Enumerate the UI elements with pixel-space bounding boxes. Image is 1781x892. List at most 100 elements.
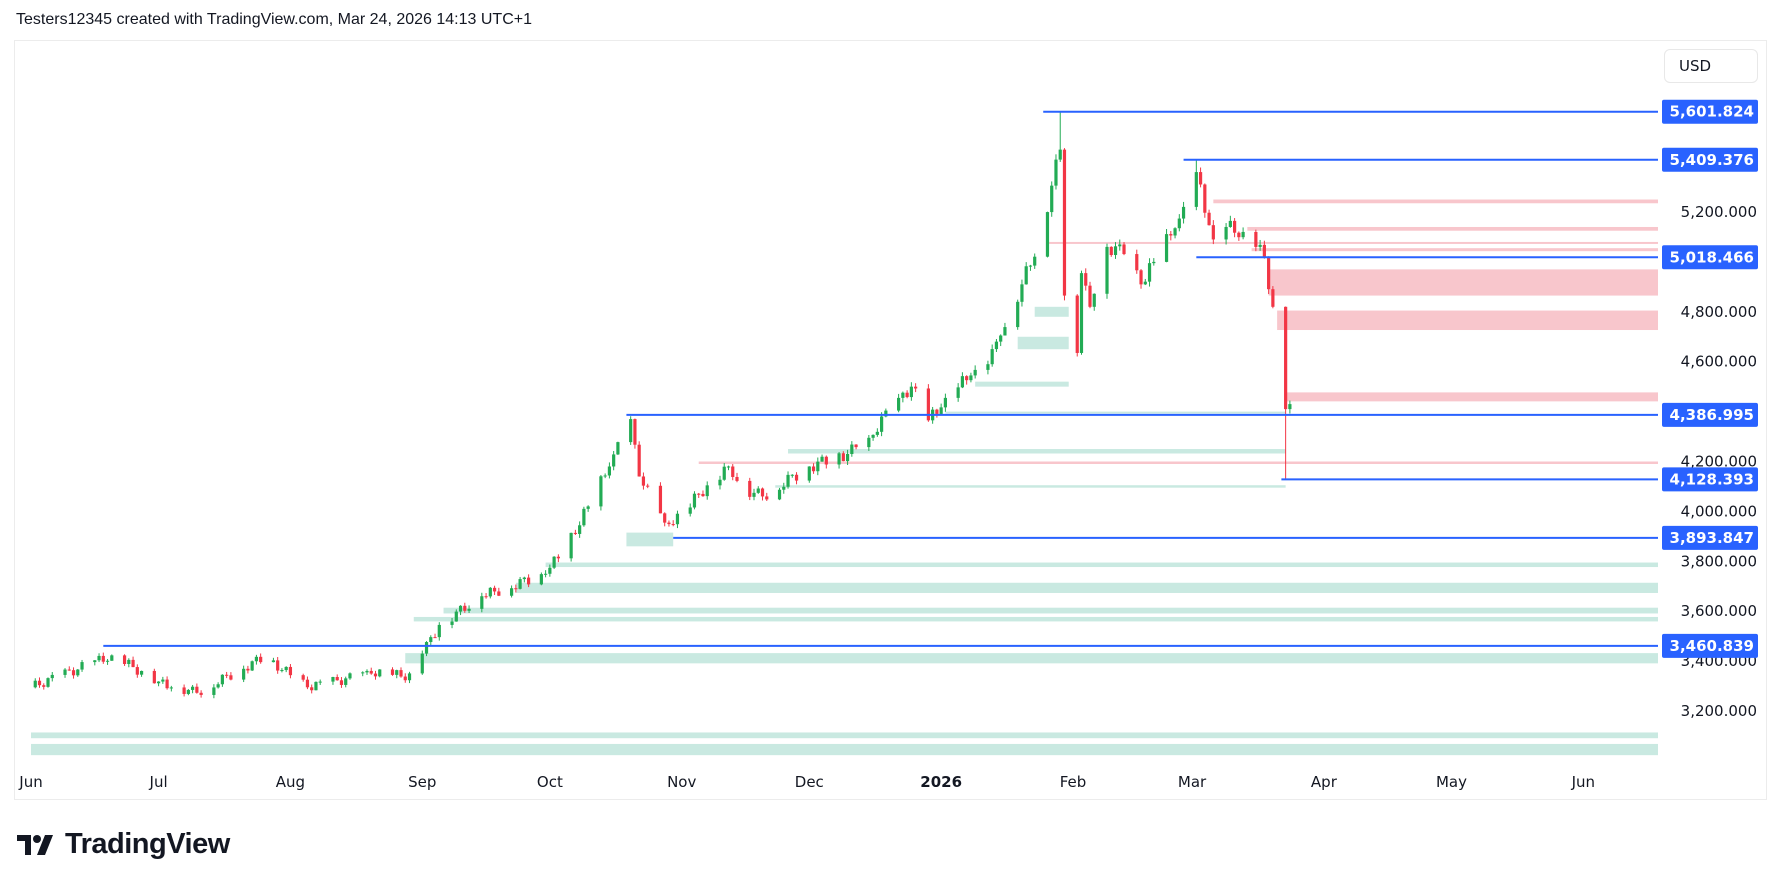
candle-body xyxy=(339,680,344,685)
candle xyxy=(63,668,67,678)
candle-body xyxy=(522,577,526,580)
candle xyxy=(1207,209,1211,226)
candle xyxy=(527,574,531,588)
candle xyxy=(424,641,429,657)
candle xyxy=(305,676,310,690)
candle-body xyxy=(782,486,786,490)
candle xyxy=(42,683,46,690)
candle xyxy=(1241,227,1245,240)
price-tick-label: 4,000.000 xyxy=(1681,502,1757,520)
candle-body xyxy=(67,669,71,671)
tradingview-logo[interactable]: TradingView xyxy=(17,828,230,861)
candle xyxy=(276,657,280,674)
candle xyxy=(259,653,263,664)
supply-zone xyxy=(1047,241,1658,244)
price-level-badge xyxy=(1662,467,1758,492)
candle-body xyxy=(310,687,314,691)
candle xyxy=(1211,220,1215,245)
candle xyxy=(1173,227,1177,239)
candle xyxy=(824,455,828,469)
candle-body xyxy=(663,513,667,523)
tradingview-logo-icon xyxy=(17,834,53,855)
candle-body xyxy=(225,674,229,676)
candle-body xyxy=(1088,285,1092,307)
candle-body xyxy=(301,675,305,680)
candle-body xyxy=(407,673,412,681)
candle xyxy=(105,658,110,665)
candle xyxy=(46,677,50,688)
candle xyxy=(1084,268,1088,291)
candle xyxy=(1203,183,1207,218)
time-tick-label: May xyxy=(1436,773,1467,791)
candle-body xyxy=(403,676,407,681)
candle xyxy=(909,382,913,401)
supply-zone xyxy=(1213,199,1658,204)
supply-zone xyxy=(1268,269,1658,296)
chart-caption: Testers12345 created with TradingView.co… xyxy=(16,11,532,28)
candle xyxy=(288,664,293,679)
candle xyxy=(1075,294,1079,357)
candle xyxy=(127,658,131,668)
candle-body xyxy=(748,480,752,497)
candle-body xyxy=(790,474,794,476)
candle xyxy=(199,690,203,698)
candle-body xyxy=(33,680,37,688)
candle xyxy=(905,390,909,399)
candle-body xyxy=(348,673,352,679)
candle-body xyxy=(373,673,378,677)
candle xyxy=(420,650,424,675)
candle-body xyxy=(463,605,467,611)
candle-body xyxy=(760,488,765,497)
candle-body xyxy=(1173,228,1177,236)
price-level-label: 4,386.995 xyxy=(1670,406,1754,424)
price-tick-label: 4,200.000 xyxy=(1681,453,1757,471)
candle xyxy=(318,679,322,685)
candle xyxy=(794,472,799,485)
price-level-badge xyxy=(1662,147,1758,172)
candle-body xyxy=(369,670,373,674)
candle xyxy=(492,585,497,596)
candle xyxy=(1169,231,1173,241)
candle-body xyxy=(1258,244,1262,247)
candle-body xyxy=(1024,266,1028,285)
candle xyxy=(1224,223,1228,245)
candle-body xyxy=(556,556,560,559)
candle xyxy=(182,684,186,697)
currency-button[interactable]: USD xyxy=(1664,49,1758,83)
candle xyxy=(607,462,612,479)
candle xyxy=(1092,293,1096,311)
candle-body xyxy=(1054,159,1058,186)
candle-body xyxy=(424,642,429,654)
candle xyxy=(348,672,352,680)
candle-body xyxy=(820,456,824,462)
price-level-badge xyxy=(1662,402,1758,427)
candle xyxy=(1143,278,1147,286)
candle xyxy=(582,506,586,527)
candle-body xyxy=(765,496,769,500)
candle-body xyxy=(569,532,573,559)
candle-body xyxy=(433,637,437,639)
candle-body xyxy=(212,687,216,695)
candle xyxy=(454,609,458,622)
candle xyxy=(191,684,195,694)
candle-body xyxy=(548,567,552,574)
candle-body xyxy=(420,653,424,674)
candle-body xyxy=(837,453,841,465)
candle xyxy=(637,441,641,477)
candle-body xyxy=(956,387,960,398)
candle-body xyxy=(582,508,586,526)
candle xyxy=(548,564,552,577)
candle-body xyxy=(250,661,254,671)
candle xyxy=(1164,229,1169,263)
candle xyxy=(1254,229,1258,252)
candle-body xyxy=(331,676,335,682)
price-level-badge xyxy=(1662,245,1758,270)
candle xyxy=(603,473,607,479)
candle-body xyxy=(586,506,590,509)
candle-body xyxy=(378,669,382,677)
demand-zone xyxy=(405,653,1658,664)
candle-body xyxy=(544,573,548,575)
candle-body xyxy=(199,692,203,695)
supply-zone xyxy=(698,461,1658,464)
